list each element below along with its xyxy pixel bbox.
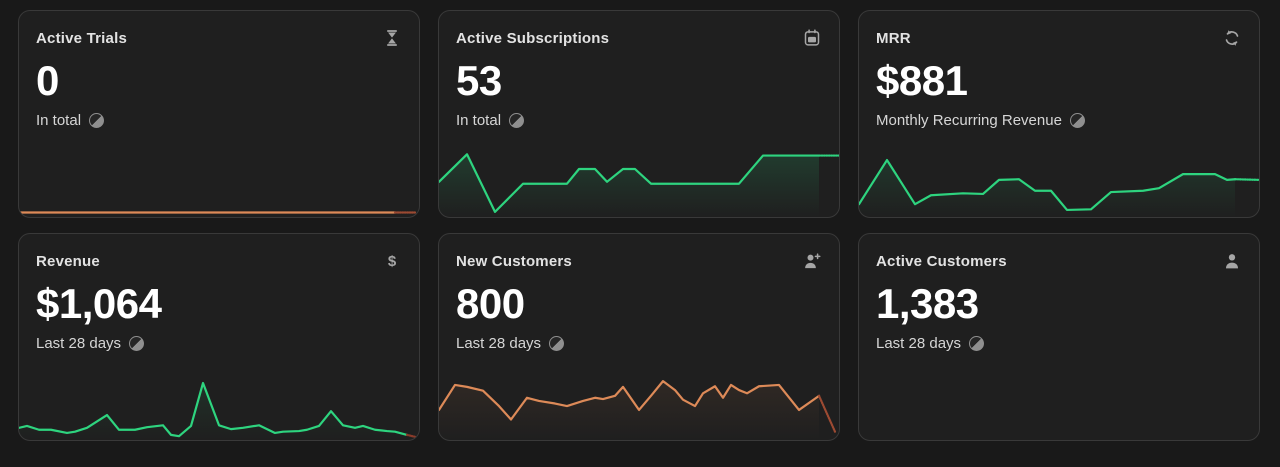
- sparkline-chart: [19, 153, 419, 217]
- metric-sublabel: Last 28 days: [456, 335, 542, 352]
- card-title: Revenue: [36, 253, 100, 270]
- calendar-icon: [802, 28, 822, 48]
- pie-chart-icon[interactable]: [969, 336, 985, 351]
- card-title: New Customers: [456, 253, 572, 270]
- card-header: New Customers: [439, 234, 839, 271]
- card-active-subscriptions[interactable]: Active Subscriptions 53 In total: [438, 10, 840, 218]
- metric-sublabel: Last 28 days: [876, 335, 962, 352]
- pie-chart-icon[interactable]: [509, 113, 525, 128]
- sparkline-chart: [859, 153, 1259, 217]
- card-title: MRR: [876, 30, 911, 47]
- card-title: Active Subscriptions: [456, 30, 610, 47]
- card-title: Active Trials: [36, 30, 127, 47]
- metric-value: $1,064: [36, 280, 162, 327]
- svg-text:$: $: [388, 253, 397, 270]
- sparkline-chart: [19, 376, 419, 440]
- metric-sublabel: In total: [36, 112, 82, 129]
- metric-value: 800: [456, 280, 525, 327]
- metric-value: 53: [456, 57, 502, 104]
- pie-chart-icon[interactable]: [129, 336, 145, 351]
- metric-sublabel: In total: [456, 112, 502, 129]
- card-header: Active Subscriptions: [439, 11, 839, 48]
- sparkline-chart: [439, 153, 839, 217]
- dollar-icon: $: [382, 251, 402, 271]
- pie-chart-icon[interactable]: [1069, 113, 1085, 128]
- card-header: Active Trials: [19, 11, 419, 48]
- card-header: Revenue $: [19, 234, 419, 271]
- user-icon: [1222, 251, 1242, 271]
- card-header: Active Customers: [859, 234, 1259, 271]
- metric-value: $881: [876, 57, 968, 104]
- metric-value: 0: [36, 57, 59, 104]
- hourglass-icon: [382, 28, 402, 48]
- pie-chart-icon[interactable]: [549, 336, 565, 351]
- card-revenue[interactable]: Revenue $ $1,064 Last 28 days: [18, 233, 420, 441]
- metric-value: 1,383: [876, 280, 979, 327]
- metric-sublabel: Last 28 days: [36, 335, 122, 352]
- card-active-trials[interactable]: Active Trials 0 In total: [18, 10, 420, 218]
- pie-chart-icon[interactable]: [89, 113, 105, 128]
- card-active-customers[interactable]: Active Customers 1,383 Last 28 days: [858, 233, 1260, 441]
- user-plus-icon: [802, 251, 822, 271]
- card-header: MRR: [859, 11, 1259, 48]
- metric-sublabel: Monthly Recurring Revenue: [876, 112, 1062, 129]
- card-new-customers[interactable]: New Customers 800 Last 28 days: [438, 233, 840, 441]
- sparkline-chart: [439, 376, 839, 440]
- sync-icon: [1222, 28, 1242, 48]
- card-mrr[interactable]: MRR $881 Monthly Recurring Revenue: [858, 10, 1260, 218]
- card-title: Active Customers: [876, 253, 1007, 270]
